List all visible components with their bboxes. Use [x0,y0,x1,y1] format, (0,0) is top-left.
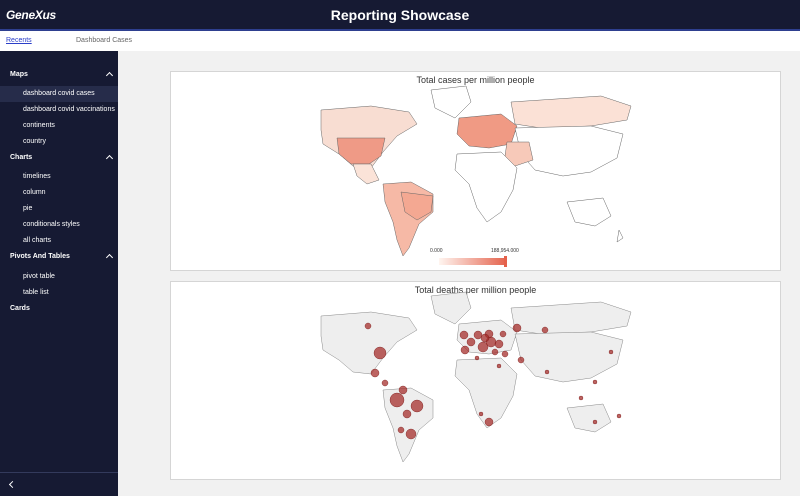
sidebar-item-label: table list [23,289,49,296]
region-australia [567,198,611,226]
bubble-egypt [497,364,501,368]
region-greenland [431,292,471,324]
bubble-france [467,338,475,346]
bubble-south-africa [485,418,493,426]
chevron-up-icon [106,155,113,162]
chevron-up-icon [106,72,113,79]
sidebar-item-label: continents [23,122,55,129]
cases-choropleth-map[interactable] [171,72,782,272]
bubble-greece [492,349,498,355]
sidebar-section-cards[interactable]: Cards [0,301,118,317]
app-title: Reporting Showcase [0,7,800,23]
color-scale-bar [439,258,507,265]
bubble-japan [609,350,613,354]
cases-map-panel: Total cases per million people [170,71,781,271]
sidebar-section-label: Pivots And Tables [10,253,70,260]
sidebar-item-label: all charts [23,237,51,244]
bubble-czechia [481,334,489,342]
chevron-left-icon[interactable] [9,481,16,488]
bubble-indonesia [579,396,583,400]
region-africa [455,152,517,222]
region-greenland [431,86,471,118]
sidebar-item-label: dashboard covid vaccinations [23,106,115,113]
region-north-america [321,312,417,374]
bubble-spain [461,346,469,354]
sidebar-item-label: pie [23,205,32,212]
sidebar-section-label: Charts [10,154,32,161]
top-bar: GeneXus Reporting Showcase [0,0,800,31]
region-africa [455,358,517,428]
bubble-kazakhstan [542,327,548,333]
region-new-zealand [617,230,623,242]
bubble-mexico [371,369,379,377]
sidebar-item-timelines[interactable]: timelines [0,169,118,185]
breadcrumb: Recents Dashboard Cases [0,31,800,51]
sidebar-item-label: pivot table [23,273,55,280]
bubble-germany [474,331,482,339]
bubble-peru [390,393,404,407]
sidebar-item-country[interactable]: country [0,134,118,150]
breadcrumb-recents-link[interactable]: Recents [6,37,32,44]
bubble-canada [365,323,371,329]
sidebar-section-maps[interactable]: Maps [0,67,118,83]
sidebar-item-label: timelines [23,173,51,180]
sidebar-item-label: dashboard covid cases [23,90,95,97]
region-mexico [353,164,379,184]
sidebar-section-charts[interactable]: Charts [0,150,118,166]
bubble-russia [513,324,521,332]
scale-min-label: 0.000 [430,248,443,254]
bubble-india [545,370,549,374]
sidebar-item-dashboard-covid-cases[interactable]: dashboard covid cases [0,86,118,102]
bubble-iran [518,357,524,363]
sidebar-item-all-charts[interactable]: all charts [0,233,118,249]
chevron-up-icon [106,254,113,261]
bubble-chile [398,427,404,433]
bubble-ukraine [500,331,506,337]
sidebar-item-conditionals-styles[interactable]: conditionals styles [0,217,118,233]
bubble-brazil [411,400,423,412]
sidebar-item-dashboard-covid-vaccinations[interactable]: dashboard covid vaccinations [0,102,118,118]
bubble-argentina [406,429,416,439]
bubble-uk [460,331,468,339]
sidebar-item-column[interactable]: column [0,185,118,201]
deaths-bubble-map[interactable] [171,282,782,481]
sidebar-item-pie[interactable]: pie [0,201,118,217]
sidebar-item-label: conditionals styles [23,221,80,228]
bubble-namibia [479,412,483,416]
bubble-usa [374,347,386,359]
bubble-bolivia [403,410,411,418]
bubble-romania [495,340,503,348]
scale-max-label: 188,954.000 [491,248,519,254]
sidebar-item-continents[interactable]: continents [0,118,118,134]
sidebar-section-pivots-and-tables[interactable]: Pivots And Tables [0,249,118,265]
bubble-new-zealand [617,414,621,418]
sidebar: Maps dashboard covid cases dashboard cov… [0,51,118,496]
bubble-australia [593,420,597,424]
region-asia [515,332,623,382]
sidebar-item-label: column [23,189,46,196]
sidebar-item-label: country [23,138,46,145]
sidebar-section-label: Maps [10,71,28,78]
sidebar-item-table-list[interactable]: table list [0,285,118,301]
region-russia [511,302,631,334]
bubble-turkey [502,351,508,357]
sidebar-footer [0,472,118,496]
sidebar-section-label: Cards [10,305,30,312]
color-scale-handle [504,256,507,267]
region-australia [567,404,611,432]
breadcrumb-current: Dashboard Cases [76,37,132,44]
sidebar-item-pivot-table[interactable]: pivot table [0,269,118,285]
bubble-tunisia [475,356,479,360]
bubble-philippines [593,380,597,384]
bubble-central-america [382,380,388,386]
region-russia [511,96,631,128]
deaths-map-panel: Total deaths per million people [170,281,781,480]
region-usa [337,138,385,164]
bubble-colombia [399,386,407,394]
